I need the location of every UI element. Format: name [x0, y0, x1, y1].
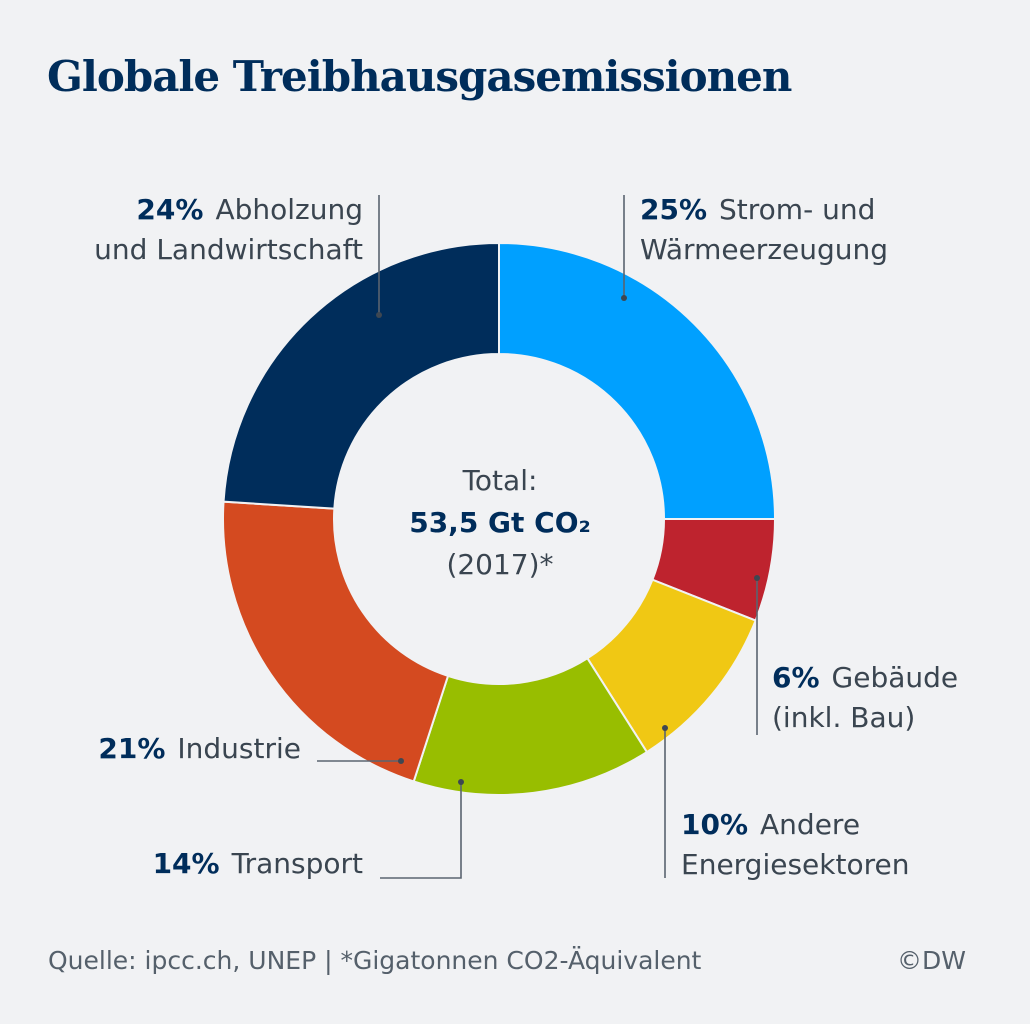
slice-name-line2: (inkl. Bau) [772, 701, 916, 734]
leader-dot-industrie [398, 758, 404, 764]
copyright: ©DW [897, 946, 966, 975]
slice-name: Industrie [177, 732, 301, 765]
total-label: Total: [462, 464, 538, 497]
total-value: 53,5 Gt CO₂ [409, 506, 591, 539]
source-note: Quelle: ipcc.ch, UNEP | *Gigatonnen CO2-… [48, 946, 702, 975]
slice-name: Gebäude [831, 661, 959, 694]
slice-name-line2: Energiesektoren [681, 848, 910, 881]
slice-pct: 24% [136, 193, 204, 226]
leader-dot-abholzung [376, 312, 382, 318]
leader-dot-strom [621, 295, 627, 301]
slice-abholzung [222, 241, 500, 510]
slice-name: Abholzung [215, 193, 363, 226]
slice-label-strom: 25% Strom- und Wärmeerzeugung [640, 190, 888, 270]
leader-dot-andere [662, 725, 668, 731]
slice-label-andere: 10% Andere Energiesektoren [681, 805, 909, 885]
leader-dot-gebaeude [754, 575, 760, 581]
total-year: (2017)* [446, 548, 554, 581]
slice-name-line2: und Landwirtschaft [94, 233, 363, 266]
slice-pct: 10% [681, 808, 749, 841]
slice-pct: 14% [152, 847, 220, 880]
slice-industrie [222, 500, 450, 783]
slice-label-industrie: 21% Industrie [98, 729, 301, 769]
slice-strom [498, 241, 777, 520]
slice-name: Strom- und [719, 193, 876, 226]
slice-pct: 6% [772, 661, 820, 694]
slice-name: Andere [760, 808, 861, 841]
slice-name-line2: Wärmeerzeugung [640, 233, 889, 266]
slice-pct: 21% [98, 732, 166, 765]
chart-title: Globale Treibhausgasemissionen [47, 52, 792, 101]
leader-dot-transport [458, 779, 464, 785]
slice-pct: 25% [640, 193, 708, 226]
donut-center-text: Total: 53,5 Gt CO₂ (2017)* [380, 460, 620, 586]
leader-line-transport [380, 782, 462, 879]
slice-label-abholzung: 24% Abholzung und Landwirtschaft [94, 190, 363, 270]
slice-label-gebaeude: 6% Gebäude (inkl. Bau) [772, 658, 958, 738]
slice-label-transport: 14% Transport [153, 844, 363, 884]
slice-name: Transport [231, 847, 363, 880]
